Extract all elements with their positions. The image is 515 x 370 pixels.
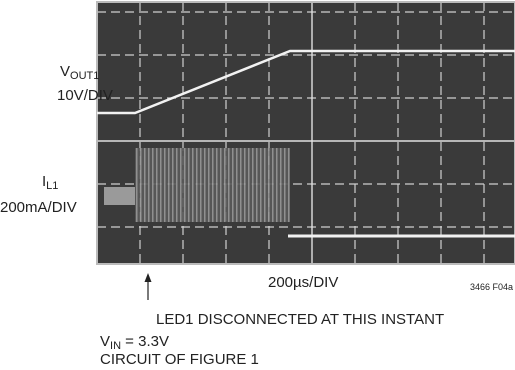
screen-border [96,1,515,265]
center-axes [97,2,515,264]
il-scale: 200mA/DIV [0,199,77,216]
il-label: IL1 [42,174,58,194]
il-subscript: L1 [46,180,59,192]
vin-symbol: V [100,333,111,350]
time-scale: 200µs/DIV [268,274,339,291]
vout-symbol: V [60,63,71,80]
grid [97,2,515,264]
vin-value: = 3.3V [121,333,169,350]
il-symbol: I [42,173,47,190]
vout-scale: 10V/DIV [57,87,113,104]
circuit-note: CIRCUIT OF FIGURE 1 [100,351,259,368]
inductor-current-initial [104,187,135,205]
arrow-head [144,273,152,282]
vin-subscript: IN [110,340,122,352]
annotation: LED1 DISCONNECTED AT THIS INSTANT [156,311,445,328]
vout-label: VOUT1 [60,64,99,84]
vout-subscript: OUT1 [70,70,100,82]
screen-background [97,2,515,264]
inductor-current-trace [135,148,290,222]
figure-id: 3466 F04a [470,282,514,292]
output-voltage-trace [97,49,515,115]
vin-note: VIN = 3.3V [100,334,169,354]
